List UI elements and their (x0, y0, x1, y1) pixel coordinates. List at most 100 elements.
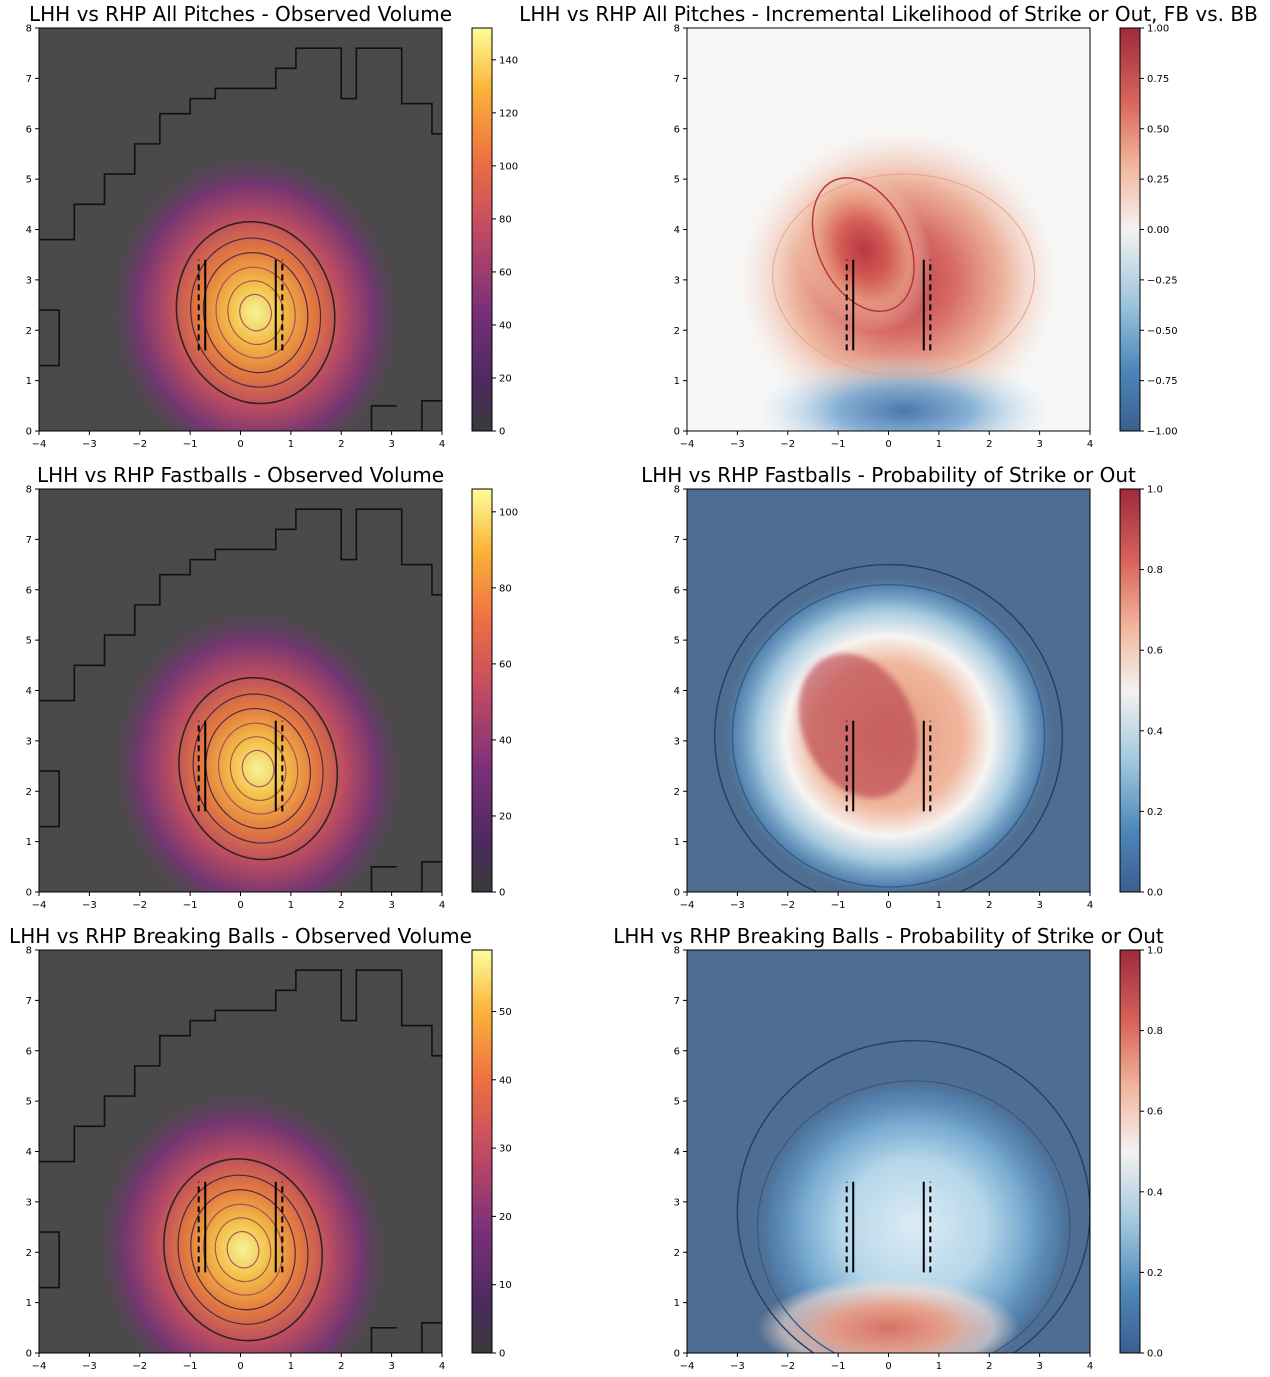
colorbar-tick-label: 60 (499, 267, 512, 278)
chart-title: LHH vs RHP Breaking Balls - Probability … (613, 924, 1164, 948)
y-tick-label: 5 (26, 175, 32, 186)
colorbar-tick-label: 100 (499, 161, 518, 172)
outer-boundary-contour (370, 399, 442, 431)
density-contour (178, 676, 339, 861)
density-contour (217, 722, 299, 815)
density-contour (215, 266, 296, 359)
x-tick-label: 3 (388, 900, 394, 911)
density-contour (205, 707, 311, 830)
colorbar-tick-label: 120 (499, 108, 518, 119)
x-tick-label: 1 (936, 900, 942, 911)
positive-contour (772, 173, 1036, 377)
colorbar-tick-label: 40 (499, 735, 512, 746)
colorbar-tick-label: 140 (499, 55, 518, 66)
y-tick-label: 2 (674, 326, 680, 337)
x-tick-label: 4 (439, 900, 445, 911)
y-tick-label: 0 (26, 1349, 32, 1360)
density-contour (226, 1230, 260, 1269)
outer-boundary-contour (39, 1231, 60, 1289)
y-tick-label: 2 (26, 326, 32, 337)
y-tick-label: 1 (26, 1298, 32, 1309)
y-tick-label: 1 (674, 376, 680, 387)
y-tick-label: 6 (674, 124, 680, 135)
outer-boundary-contour (370, 1321, 442, 1353)
chart-panel-5: LHH vs RHP Breaking Balls - Observed Vol… (9, 924, 512, 1372)
colorbar-tick-label: 1.00 (1147, 24, 1169, 35)
y-tick-label: 0 (26, 888, 32, 899)
chart-title: LHH vs RHP Fastballs - Probability of St… (641, 463, 1136, 487)
y-tick-label: 2 (674, 1248, 680, 1259)
x-tick-label: 1 (936, 439, 942, 450)
outer-boundary-contour (39, 770, 60, 828)
chart-title: LHH vs RHP Fastballs - Observed Volume (37, 463, 444, 487)
outer-boundary-contour (39, 309, 60, 367)
colorbar-tick-label: 0.2 (1147, 807, 1163, 818)
colorbar-tick-label: 60 (499, 659, 512, 670)
colorbar-tick-label: 0.4 (1147, 1187, 1163, 1198)
x-tick-label: 0 (237, 900, 243, 911)
y-tick-label: 0 (674, 888, 680, 899)
x-tick-label: 0 (885, 1361, 891, 1372)
x-tick-label: −3 (730, 1361, 745, 1372)
x-tick-label: 3 (1036, 900, 1042, 911)
y-tick-label: 0 (674, 427, 680, 438)
probability-contour (736, 1040, 1090, 1353)
plot-area (39, 489, 442, 892)
x-tick-label: 2 (986, 439, 992, 450)
x-tick-label: −4 (32, 900, 47, 911)
density-contour (241, 749, 275, 788)
colorbar-tick-label: 40 (499, 320, 512, 331)
chart-panel-2: LHH vs RHP All Pitches - Incremental Lik… (519, 2, 1258, 450)
colorbar (471, 949, 493, 1354)
x-tick-label: −3 (82, 900, 97, 911)
y-tick-label: 7 (674, 996, 680, 1007)
x-tick-label: 2 (986, 900, 992, 911)
x-tick-label: −1 (831, 1361, 846, 1372)
colorbar-tick-label: 0.8 (1147, 565, 1163, 576)
x-tick-label: −2 (780, 439, 795, 450)
colorbar-tick-label: 50 (499, 1007, 512, 1018)
x-tick-label: −2 (132, 1361, 147, 1372)
x-tick-label: −4 (32, 1361, 47, 1372)
x-tick-label: 4 (439, 1361, 445, 1372)
colorbar (471, 488, 493, 893)
x-tick-label: −1 (831, 439, 846, 450)
y-tick-label: 1 (26, 376, 32, 387)
chart-panel-6: LHH vs RHP Breaking Balls - Probability … (613, 924, 1164, 1372)
x-tick-label: 1 (288, 900, 294, 911)
y-tick-label: 7 (26, 996, 32, 1007)
x-tick-label: 3 (1036, 1361, 1042, 1372)
density-contour (214, 1217, 272, 1283)
plot-area (687, 489, 1090, 892)
colorbar-tick-label: 0.75 (1147, 74, 1169, 85)
density-contour (177, 1174, 309, 1325)
density-blob (103, 147, 408, 431)
colorbar-tick-label: 40 (499, 1075, 512, 1086)
x-tick-label: 2 (986, 1361, 992, 1372)
y-tick-label: 1 (26, 837, 32, 848)
x-tick-label: 0 (885, 439, 891, 450)
y-tick-label: 5 (674, 636, 680, 647)
colorbar-tick-label: 0.00 (1147, 225, 1169, 236)
x-tick-label: −4 (680, 1361, 695, 1372)
x-tick-label: 0 (885, 900, 891, 911)
y-tick-label: 4 (674, 686, 680, 697)
y-tick-label: 8 (674, 946, 680, 957)
plot-area (687, 950, 1090, 1353)
y-tick-label: 4 (26, 686, 32, 697)
colorbar-tick-label: −1.00 (1147, 427, 1178, 438)
x-tick-label: 3 (388, 1361, 394, 1372)
y-tick-label: 2 (26, 1248, 32, 1259)
colorbar-tick-label: 30 (499, 1144, 512, 1155)
probability-contour (731, 584, 1046, 888)
x-tick-label: 1 (936, 1361, 942, 1372)
colorbar-tick-label: −0.25 (1147, 275, 1178, 286)
chart-panel-4: LHH vs RHP Fastballs - Probability of St… (641, 463, 1163, 911)
x-tick-label: 4 (439, 439, 445, 450)
colorbar-tick-label: 1.0 (1147, 485, 1163, 496)
y-tick-label: 8 (674, 485, 680, 496)
y-tick-label: 0 (674, 1349, 680, 1360)
x-tick-label: −1 (183, 1361, 198, 1372)
x-tick-label: −1 (183, 900, 198, 911)
